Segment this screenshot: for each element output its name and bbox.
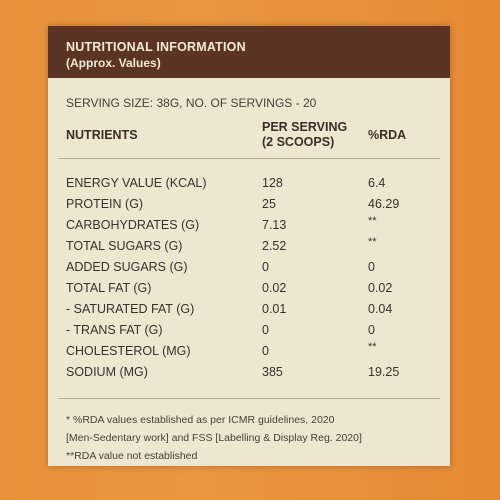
label-title: NUTRITIONAL INFORMATION	[66, 40, 246, 54]
serving-info: SERVING SIZE: 38G, NO. OF SERVINGS - 20	[66, 96, 317, 110]
nutrient-name: - TRANS FAT (G)	[66, 323, 163, 337]
nutrient-name: TOTAL SUGARS (G)	[66, 239, 183, 253]
label-subtitle: (Approx. Values)	[66, 56, 161, 70]
table-row: PROTEIN (G) 25 46.29	[48, 197, 450, 217]
table-row: TOTAL FAT (G) 0.02 0.02	[48, 281, 450, 301]
rda-value: 19.25	[368, 365, 400, 379]
per-serving-value: 0	[262, 344, 269, 358]
table-row: ADDED SUGARS (G) 0 0	[48, 260, 450, 280]
rda-value: **	[368, 236, 377, 248]
table-row: - TRANS FAT (G) 0 0	[48, 323, 450, 343]
per-serving-value: 25	[262, 197, 276, 211]
column-header-per-serving: PER SERVING (2 SCOOPS)	[262, 120, 347, 150]
nutrient-name: - SATURATED FAT (G)	[66, 302, 195, 316]
table-row: CARBOHYDRATES (G) 7.13 **	[48, 215, 450, 238]
per-serving-value: 0	[262, 260, 269, 274]
per-serving-value: 128	[262, 176, 283, 190]
table-row: CHOLESTEROL (MG) 0 **	[48, 341, 450, 364]
footnote-rda-guidelines: * %RDA values established as per ICMR gu…	[66, 414, 335, 426]
footnote-rda-not-established: **RDA value not established	[66, 450, 198, 462]
column-header-nutrients: NUTRIENTS	[66, 128, 138, 142]
table-row: - SATURATED FAT (G) 0.01 0.04	[48, 302, 450, 322]
per-serving-value: 0	[262, 323, 269, 337]
nutrient-name: CHOLESTEROL (MG)	[66, 344, 191, 358]
nutrient-name: SODIUM (MG)	[66, 365, 148, 379]
per-serving-value: 0.02	[262, 281, 287, 295]
footer-divider	[58, 398, 440, 399]
per-serving-value: 2.52	[262, 239, 287, 253]
column-header-rda: %RDA	[368, 128, 407, 142]
rda-value: **	[368, 215, 377, 227]
table-row: TOTAL SUGARS (G) 2.52 **	[48, 236, 450, 259]
rda-value: 0	[368, 323, 375, 337]
per-serving-value: 385	[262, 365, 283, 379]
nutrient-name: ENERGY VALUE (KCAL)	[66, 176, 207, 190]
nutrition-label-panel: NUTRITIONAL INFORMATION (Approx. Values)…	[48, 26, 450, 466]
rda-value: 0.02	[368, 281, 393, 295]
nutrient-name: ADDED SUGARS (G)	[66, 260, 188, 274]
column-header-per-serving-line2: (2 SCOOPS)	[262, 135, 335, 149]
per-serving-value: 0.01	[262, 302, 287, 316]
table-row: ENERGY VALUE (KCAL) 128 6.4	[48, 176, 450, 196]
rda-value: 0	[368, 260, 375, 274]
rda-value: 6.4	[368, 176, 386, 190]
column-header-per-serving-line1: PER SERVING	[262, 120, 348, 134]
label-header: NUTRITIONAL INFORMATION (Approx. Values)	[48, 26, 450, 78]
table-row: SODIUM (MG) 385 19.25	[48, 365, 450, 385]
per-serving-value: 7.13	[262, 218, 287, 232]
footnote-regulation: [Men-Sedentary work] and FSS [Labelling …	[66, 432, 362, 444]
rda-value: **	[368, 341, 377, 353]
nutrient-name: CARBOHYDRATES (G)	[66, 218, 200, 232]
nutrient-name: TOTAL FAT (G)	[66, 281, 152, 295]
rda-value: 46.29	[368, 197, 400, 211]
header-divider	[58, 158, 440, 159]
rda-value: 0.04	[368, 302, 393, 316]
nutrient-name: PROTEIN (G)	[66, 197, 144, 211]
